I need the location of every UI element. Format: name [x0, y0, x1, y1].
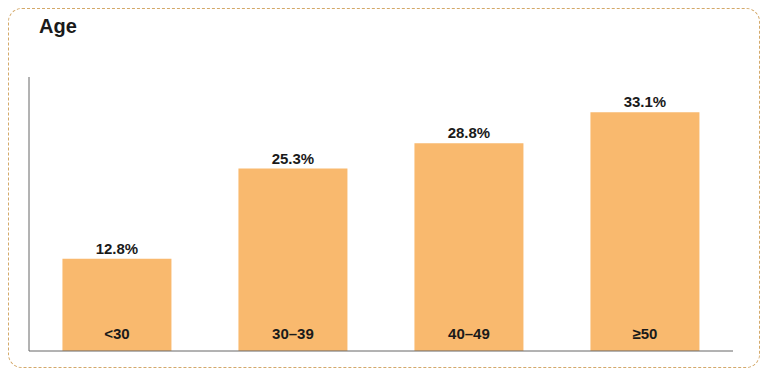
svg-text:25.3%: 25.3% [272, 150, 315, 167]
svg-text:<30: <30 [104, 325, 129, 342]
svg-text:30–39: 30–39 [272, 325, 314, 342]
svg-text:33.1%: 33.1% [624, 93, 667, 110]
svg-text:12.8%: 12.8% [96, 240, 139, 257]
svg-text:≥50: ≥50 [632, 325, 657, 342]
svg-text:28.8%: 28.8% [448, 124, 491, 141]
svg-text:40–49: 40–49 [448, 325, 490, 342]
html-text:Age: Age [39, 15, 77, 37]
